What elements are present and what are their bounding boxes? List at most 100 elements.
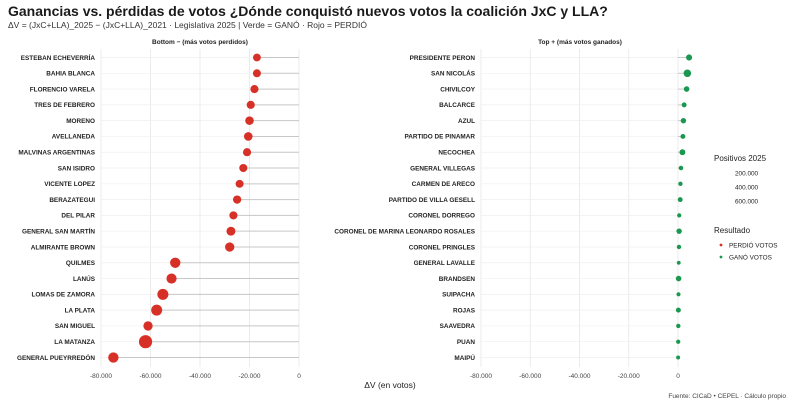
color-legend-label: GANÓ VOTOS [729, 252, 772, 261]
chart-caption: Fuente: CICaD • CEPEL · Cálculo propio [668, 393, 786, 400]
category-label: ESTEBAN ECHEVERRÍA [21, 53, 96, 62]
category-label: BAHIA BLANCA [46, 71, 95, 78]
size-legend-label: 600.000 [735, 198, 759, 205]
category-label: SUIPACHA [442, 292, 475, 299]
lollipop-point [676, 292, 681, 297]
category-label: CARMEN DE ARECO [412, 181, 475, 188]
panel-title: Top + (más votos ganados) [538, 39, 622, 46]
lollipop-point [239, 163, 248, 173]
color-legend-title: Resultado [714, 226, 751, 235]
lollipop-point [225, 242, 235, 252]
lollipop-point [678, 165, 684, 171]
category-label: GENERAL PUEYRREDÓN [17, 353, 95, 362]
category-label: SAN NICOLÁS [431, 69, 476, 78]
lollipop-point [675, 307, 681, 313]
lollipop-point [676, 339, 681, 344]
category-label: CORONEL DORREGO [408, 213, 475, 220]
category-label: AZUL [458, 118, 475, 125]
size-legend-key [717, 183, 725, 191]
category-label: GENERAL SAN MARTÍN [22, 226, 95, 235]
lollipop-point [232, 195, 242, 204]
size-legend-key [717, 197, 725, 205]
lollipop-point [678, 181, 683, 186]
category-label: MAIPÚ [454, 353, 475, 362]
lollipop-point [679, 149, 686, 156]
lollipop-point [677, 197, 683, 203]
lollipop-point [676, 355, 681, 360]
x-tick-label: 0 [297, 373, 301, 380]
lollipop-point [229, 211, 238, 220]
category-label: ALMIRANTE BROWN [31, 244, 96, 251]
category-label: BRANDSEN [439, 276, 476, 283]
category-label: DEL PILAR [61, 213, 95, 220]
lollipop-point [245, 116, 254, 125]
lollipop-point [157, 288, 169, 300]
lollipop-point [676, 244, 682, 250]
category-label: CHIVILCOY [440, 86, 476, 93]
lollipop-point [676, 228, 682, 234]
x-tick-label: -60.000 [519, 373, 541, 380]
x-tick-label: -40.000 [568, 373, 590, 380]
x-axis-label: ΔV (en votos) [364, 380, 416, 390]
x-tick-label: -20.000 [618, 373, 640, 380]
color-legend-key [719, 255, 723, 259]
category-label: NECOCHEA [438, 150, 475, 157]
lollipop-point [253, 53, 261, 62]
lollipop-point [683, 86, 690, 92]
color-legend-key [719, 243, 723, 247]
category-label: BERAZATEGUI [49, 197, 95, 204]
category-label: GENERAL LAVALLE [414, 260, 476, 267]
lollipop-point [235, 179, 244, 188]
lollipop-point [138, 335, 153, 349]
lollipop-point [675, 275, 682, 282]
lollipop-point [143, 321, 153, 331]
category-label: PARTIDO DE VILLA GESELL [389, 197, 475, 204]
category-label: SAN ISIDRO [58, 165, 95, 172]
color-legend-label: PERDIÓ VOTOS [729, 240, 778, 249]
lollipop-point [676, 323, 681, 329]
category-label: ROJAS [453, 307, 476, 314]
lollipop-point [166, 273, 177, 284]
category-label: BALCARCE [439, 102, 476, 109]
size-legend-title: Positivos 2025 [714, 154, 767, 163]
panel-title: Bottom − (más votos perdidos) [152, 39, 248, 46]
category-label: CORONEL PRINGLES [409, 244, 476, 251]
lollipop-point [170, 257, 181, 268]
x-tick-label: -20.000 [238, 373, 260, 380]
x-tick-label: -80.000 [470, 373, 492, 380]
lollipop-point [242, 148, 252, 157]
category-label: SAN MIGUEL [55, 323, 95, 330]
category-label: PARTIDO DE PINAMAR [404, 134, 475, 141]
category-label: AVELLANEDA [52, 134, 96, 141]
category-label: PRESIDENTE PERON [410, 55, 476, 62]
category-label: MORENO [66, 118, 95, 125]
category-label: LOMAS DE ZAMORA [31, 292, 95, 299]
size-legend-label: 400.000 [735, 184, 759, 191]
lollipop-point [252, 69, 261, 78]
lollipop-point [680, 117, 687, 124]
category-label: PUAN [457, 339, 475, 346]
lollipop-point [243, 132, 253, 141]
lollipop-point [250, 85, 259, 94]
x-tick-label: -80.000 [90, 373, 112, 380]
lollipop-point [676, 260, 681, 265]
x-tick-label: -40.000 [189, 373, 211, 380]
category-label: MALVINAS ARGENTINAS [18, 150, 95, 157]
size-legend-key [718, 170, 724, 176]
lollipop-point [226, 226, 236, 236]
lollipop-point [246, 100, 255, 109]
lollipop-point [151, 304, 163, 316]
x-tick-label: 0 [676, 373, 680, 380]
lollipop-point [683, 69, 692, 78]
chart-subtitle: ΔV = (JxC+LLA)_2025 − (JxC+LLA)_2021 · L… [8, 20, 367, 30]
chart-title: Ganancias vs. pérdidas de votos ¿Dónde c… [8, 3, 608, 19]
lollipop-point [108, 352, 119, 363]
category-label: LA MATANZA [54, 339, 95, 346]
lollipop-point [680, 134, 686, 139]
category-label: CORONEL DE MARINA LEONARDO ROSALES [334, 228, 475, 235]
x-tick-label: -60.000 [139, 373, 161, 380]
category-label: GENERAL VILLEGAS [410, 165, 476, 172]
category-label: LANÚS [73, 274, 96, 283]
size-legend-label: 200.000 [735, 170, 759, 177]
